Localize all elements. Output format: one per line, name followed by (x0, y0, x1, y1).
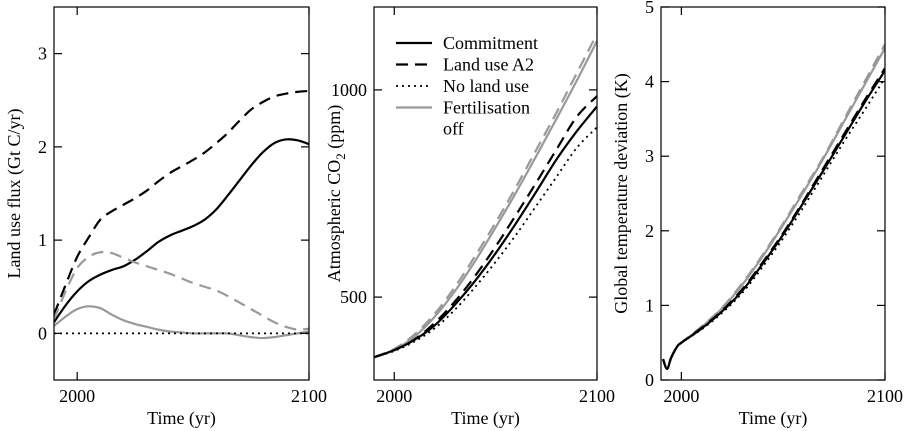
legend-label: Commitment (443, 33, 538, 53)
y-tick-label: 3 (38, 44, 47, 64)
series-group (662, 43, 885, 370)
y-axis-label: Global temperature deviation (K) (611, 73, 632, 313)
y-axis-label: Land use flux (Gt C/yr) (4, 109, 25, 279)
series-line (662, 69, 885, 370)
y-tick-label: 1 (645, 295, 654, 315)
x-tick-label: 2000 (59, 386, 95, 406)
series-line (374, 40, 597, 359)
panel-temperature: 2000 2100 0 1 2 3 4 5 Time (yr) Global temperatur… (611, 0, 903, 429)
plot-frame (53, 6, 310, 381)
series-line (662, 43, 885, 370)
series-line (54, 305, 309, 340)
legend-label: Land use A2 (443, 55, 534, 75)
plot-frame (660, 6, 886, 381)
series-line (662, 77, 885, 370)
series-line (374, 95, 597, 359)
y-tick-label: 1 (38, 230, 47, 250)
series-line (54, 250, 309, 331)
series-line (374, 126, 597, 359)
series-group (54, 89, 309, 340)
series-line (54, 89, 309, 316)
series-line (54, 138, 309, 323)
legend-label-continued: off (443, 119, 464, 139)
plot-frame (373, 6, 598, 381)
x-tick-label: 2100 (867, 386, 903, 406)
series-line (374, 105, 597, 359)
series-line (662, 47, 885, 370)
y-tick-label: 0 (645, 370, 654, 390)
y-tick-label: 2 (645, 221, 654, 241)
x-axis-label: Time (yr) (739, 408, 808, 429)
y-tick-label: 4 (645, 72, 654, 92)
legend-label: Fertilisation (443, 98, 530, 118)
x-tick-label: 2100 (579, 386, 615, 406)
panel-co2: 2000 2100 500 1000 Time (yr) Atmospheric CO2 … (324, 6, 615, 429)
y-tick-label: 2 (38, 137, 47, 157)
y-axis-label-unit: (ppm) (324, 105, 345, 154)
y-axis-label-main: Atmospheric CO (324, 160, 344, 282)
legend-label: No land use (443, 76, 529, 96)
y-tick-label: 0 (38, 323, 47, 343)
x-tick-label: 2000 (663, 386, 699, 406)
x-tick-label: 2100 (291, 386, 327, 406)
y-tick-label: 5 (645, 0, 654, 17)
x-axis-label: Time (yr) (147, 408, 216, 429)
y-axis-label: Atmospheric CO2 (ppm) (324, 105, 348, 282)
x-axis-label: Time (yr) (451, 408, 520, 429)
y-tick-label: 500 (340, 287, 367, 307)
y-tick-label: 3 (645, 146, 654, 166)
series-line (374, 33, 597, 359)
panel-land-use-flux: 2000 2100 0 1 2 3 Time (yr) Land use flux (Gt C… (4, 6, 327, 429)
series-line (662, 67, 885, 370)
x-tick-label: 2000 (376, 386, 412, 406)
y-axis-label-subscript: 2 (333, 153, 348, 160)
series-group (374, 33, 597, 359)
y-tick-label: 1000 (331, 80, 367, 100)
